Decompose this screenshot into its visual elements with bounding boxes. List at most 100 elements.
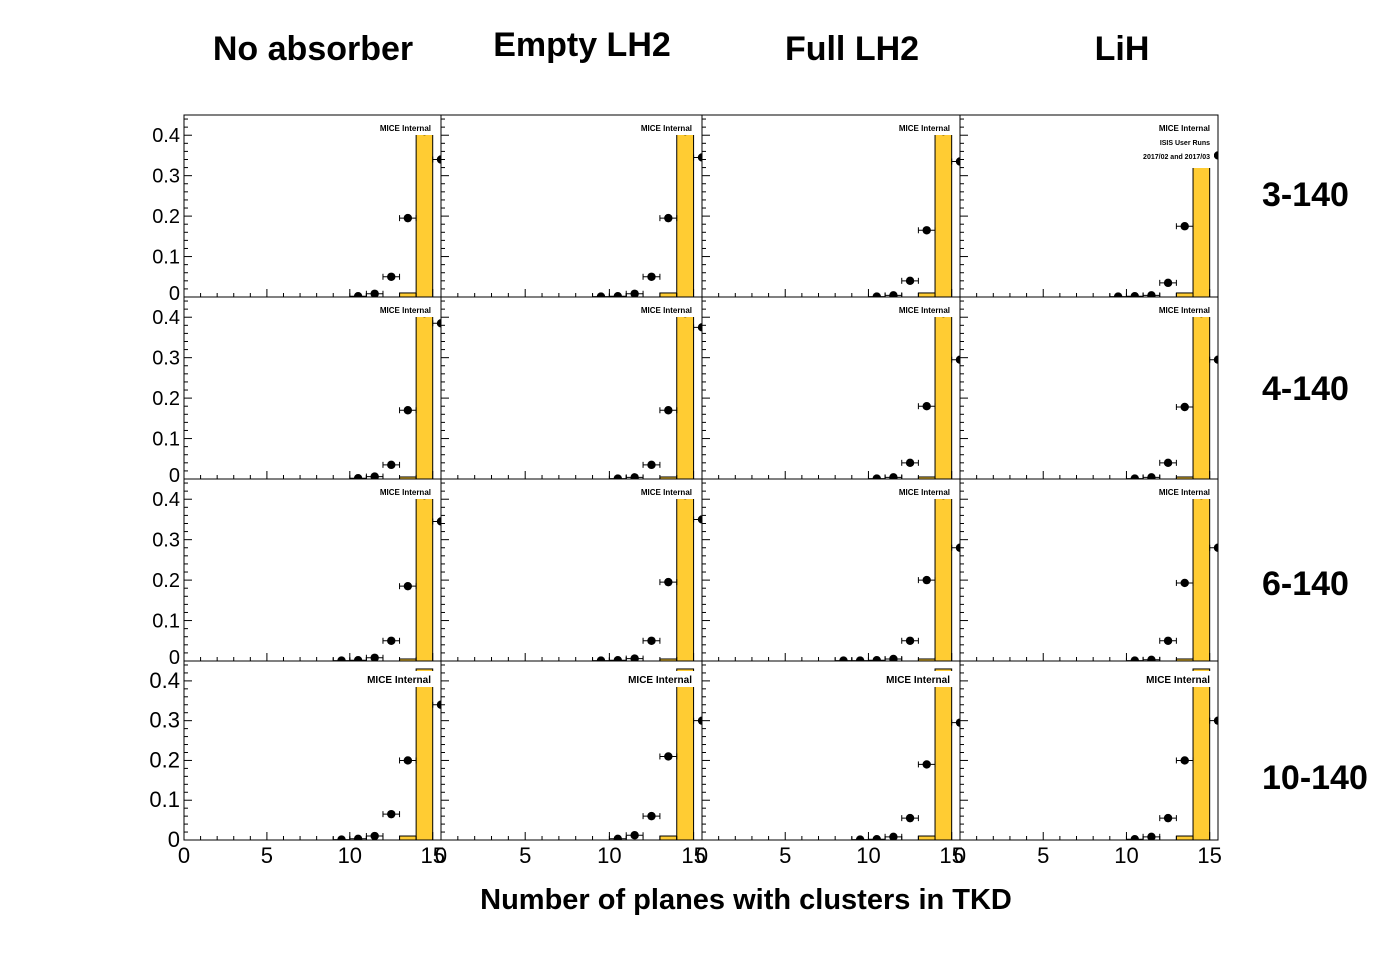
data-point	[630, 289, 639, 297]
panel-frame	[959, 478, 1219, 662]
panel: MICE Internal	[440, 114, 703, 298]
data-point	[1163, 813, 1173, 823]
data-point	[872, 655, 881, 661]
data-point	[905, 276, 915, 286]
x-axis-title: Number of planes with clusters in TKD	[480, 884, 1012, 916]
data-point	[436, 700, 441, 709]
data-point	[872, 474, 881, 479]
legend-box	[890, 486, 954, 499]
data-point	[613, 655, 623, 661]
legend-box	[632, 122, 696, 135]
y-tick-label: 0	[169, 465, 180, 487]
y-tick-label: 0.4	[152, 489, 180, 511]
y-tick-label: 0.4	[152, 307, 180, 329]
data-point	[596, 656, 606, 661]
legend-box	[1126, 671, 1214, 687]
data-point	[1213, 543, 1218, 552]
data-point	[647, 811, 656, 821]
data-point	[403, 581, 413, 591]
data-point	[630, 654, 639, 661]
data-point	[387, 460, 396, 470]
x-tick-label: 0	[696, 843, 708, 868]
histogram-bar	[415, 486, 434, 661]
y-tick-label: 0.2	[149, 747, 180, 772]
data-point	[1163, 278, 1173, 288]
data-point	[1147, 291, 1156, 297]
data-point	[1213, 355, 1218, 364]
legend-box	[608, 671, 696, 687]
histogram-bar	[415, 122, 434, 297]
panel: MICE Internal 0 0.1 0.2 0.3 0.4	[152, 478, 442, 669]
data-point	[436, 155, 441, 164]
data-point	[922, 760, 931, 769]
legend-box	[371, 486, 435, 499]
data-point	[596, 292, 606, 297]
data-point	[1213, 151, 1218, 160]
y-tick-label: 0.2	[152, 206, 180, 228]
panel: MICE Internal 0 0.1 0.2 0.3 0.4 0 5 10 15	[149, 660, 445, 868]
data-point	[839, 656, 848, 661]
badge-label: MICE Internal	[641, 306, 692, 315]
histogram-bar	[1175, 292, 1194, 297]
column-title-empty-lh2: Empty LH2	[493, 26, 671, 64]
data-point	[872, 292, 881, 297]
data-point	[855, 835, 865, 840]
x-tick-label: 0	[435, 843, 447, 868]
panel: MICE Internal	[440, 296, 703, 480]
y-tick-label: 0	[168, 827, 180, 852]
data-point	[872, 835, 881, 840]
badge-label: MICE Internal	[380, 124, 431, 133]
y-tick-label: 0.3	[152, 348, 180, 370]
panel-frame	[440, 296, 703, 480]
badge-label: MICE Internal	[886, 675, 950, 686]
x-tick-label: 15	[1197, 843, 1221, 868]
x-tick-label: 10	[338, 843, 362, 868]
panel-frame	[440, 478, 703, 662]
data-point	[1180, 402, 1189, 412]
data-point	[889, 473, 898, 479]
histogram-bar	[1192, 486, 1211, 661]
data-point	[353, 473, 363, 479]
data-point	[1163, 636, 1173, 645]
data-point	[955, 718, 960, 727]
data-point	[370, 472, 379, 479]
row-label-4-140: 4-140	[1262, 370, 1349, 408]
y-tick-label: 0.3	[152, 530, 180, 552]
badge-label: MICE Internal	[380, 488, 431, 497]
panel-frame	[701, 114, 961, 298]
legend-box	[347, 671, 435, 687]
data-point	[664, 577, 673, 587]
panel-frame	[701, 478, 961, 662]
legend-box	[1150, 304, 1214, 317]
data-point	[955, 157, 960, 166]
data-point	[337, 835, 346, 840]
panel-frame	[183, 296, 442, 480]
row-label-10-140: 10-140	[1262, 759, 1368, 797]
data-point	[1213, 716, 1218, 725]
x-tick-label: 0	[954, 843, 966, 868]
data-point	[1130, 835, 1139, 840]
data-point	[337, 656, 346, 661]
data-point	[1163, 458, 1173, 468]
histogram-bar	[934, 304, 953, 479]
data-point	[1180, 578, 1189, 588]
data-point	[436, 517, 441, 526]
histogram-bar	[1192, 668, 1211, 840]
panel-frame	[440, 114, 703, 298]
legend-box	[632, 486, 696, 499]
data-point	[1130, 291, 1139, 297]
badge-label: MICE Internal	[641, 124, 692, 133]
data-point	[889, 832, 898, 840]
data-point	[905, 813, 915, 823]
histogram-bar	[399, 292, 417, 297]
data-point	[647, 272, 656, 281]
histogram-bar	[934, 668, 953, 840]
panel-frame	[183, 660, 442, 841]
data-point	[370, 289, 379, 297]
data-point	[1147, 832, 1156, 840]
column-title-no-absorber: No absorber	[212, 30, 414, 68]
y-tick-label: 0.4	[149, 668, 180, 693]
data-point	[922, 402, 931, 411]
row-label-6-140: 6-140	[1262, 565, 1349, 603]
badge-label: MICE Internal	[1159, 124, 1210, 133]
